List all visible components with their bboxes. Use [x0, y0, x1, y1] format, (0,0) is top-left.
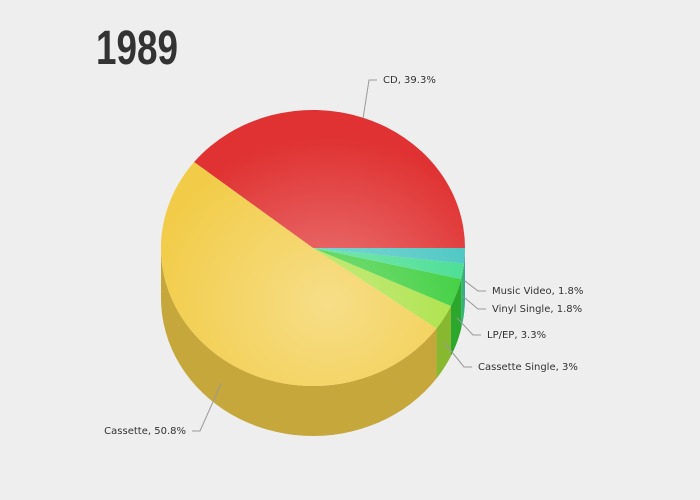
leader-line: [464, 280, 486, 292]
slice-value-label: 1.8%: [557, 304, 582, 315]
slice-label: LP/EP, 3.3%: [487, 330, 546, 341]
leader-line: [362, 79, 377, 118]
slice-label: Cassette Single, 3%: [478, 362, 578, 373]
slice-side: [161, 248, 437, 436]
slice-category: Music Video: [492, 286, 552, 297]
slice-value-label: 1.8%: [558, 286, 583, 297]
slice-category: LP/EP: [487, 330, 514, 341]
slice-category: Cassette: [104, 426, 148, 437]
leader-line: [456, 317, 481, 336]
slice-category: Cassette Single: [478, 362, 556, 373]
leader-line: [462, 295, 486, 310]
slice-value-label: 50.8%: [154, 426, 186, 437]
slice-value-label: 3.3%: [521, 330, 546, 341]
slice-category: Vinyl Single: [492, 304, 550, 315]
leader-line: [192, 382, 222, 432]
chart-title: 1989: [96, 22, 178, 75]
slice-label: Cassette, 50.8%: [104, 426, 186, 437]
slice-category: CD: [383, 75, 398, 86]
slice-value-label: 3%: [562, 362, 578, 373]
slice-label: Vinyl Single, 1.8%: [492, 304, 582, 315]
slice-label: Music Video, 1.8%: [492, 286, 583, 297]
slice-label: CD, 39.3%: [383, 75, 436, 86]
leader-line: [443, 342, 472, 368]
slice-value-label: 39.3%: [404, 75, 436, 86]
